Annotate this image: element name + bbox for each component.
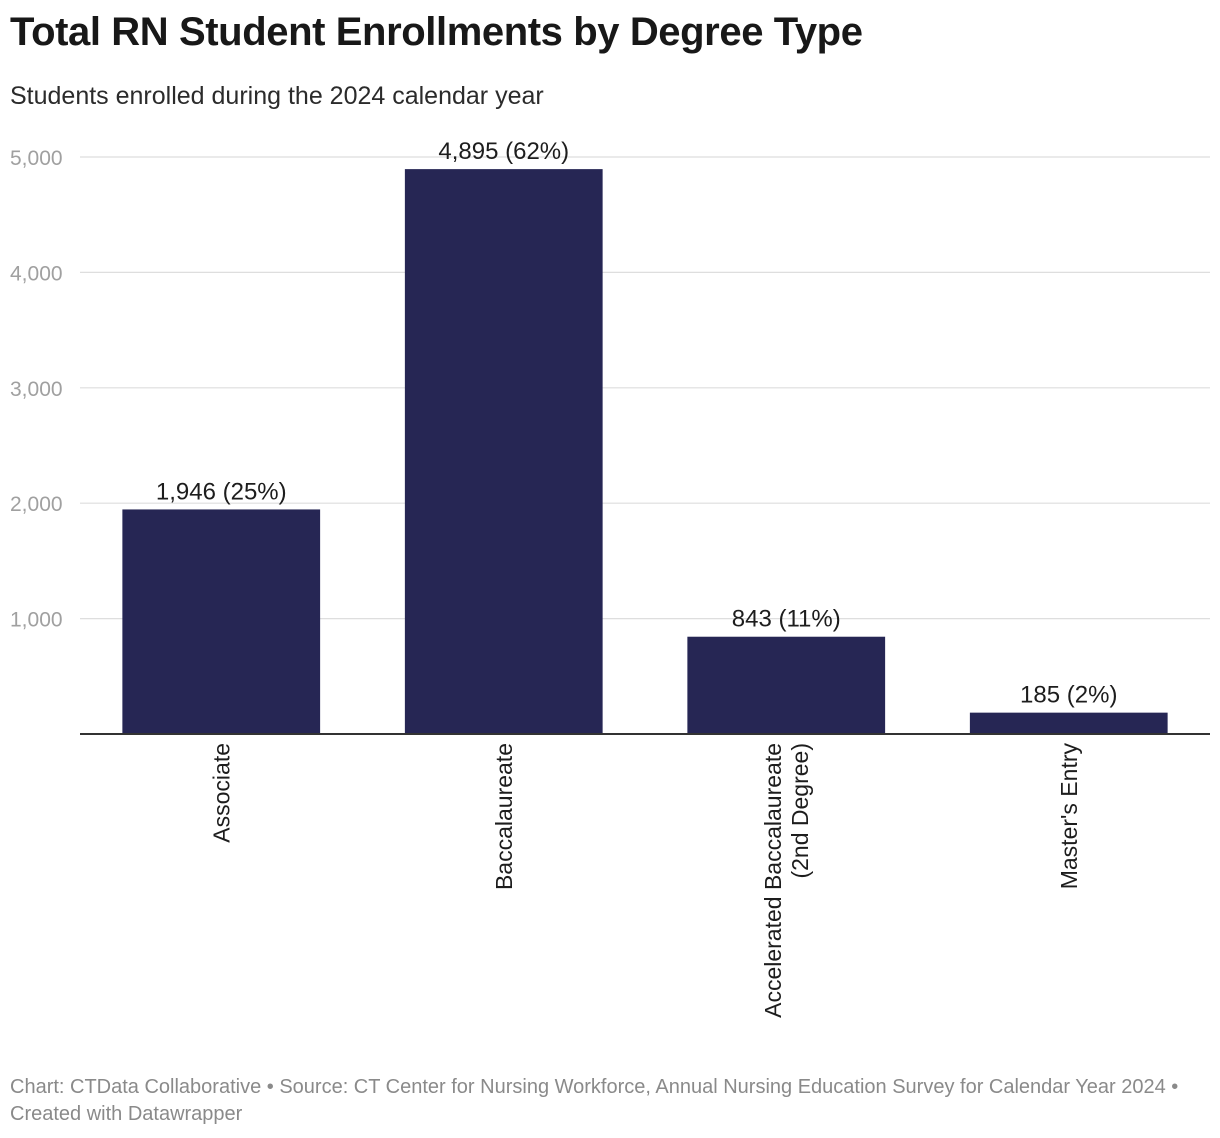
bars: [122, 169, 1168, 734]
chart-subtitle: Students enrolled during the 2024 calend…: [10, 82, 544, 110]
x-axis: Associate Baccalaureate Accelerated Baccal…: [80, 733, 1210, 1018]
chart-title: Total RN Student Enrollments by Degree T…: [10, 10, 863, 54]
data-label: 4,895 (62%): [438, 138, 569, 165]
x-tick-label: Accelerated Baccalaureate: [760, 743, 786, 1018]
y-tick-label: 4,000: [10, 262, 63, 285]
x-tick-label: Associate: [208, 743, 234, 843]
data-label: 843 (11%): [732, 606, 841, 633]
x-tick-label: (2nd Degree): [787, 743, 813, 879]
data-labels: 1,946 (25%) 4,895 (62%) 843 (11%) 185 (2%): [156, 138, 1118, 709]
data-label: 185 (2%): [1020, 682, 1117, 709]
data-label: 1,946 (25%): [156, 478, 287, 505]
chart-footer: Chart: CTData Collaborative • Source: CT…: [10, 1076, 1179, 1125]
bar: [687, 636, 886, 734]
bar: [122, 509, 321, 734]
bar: [969, 712, 1168, 734]
y-tick-label: 2,000: [10, 493, 63, 516]
bar-chart: 1,000 2,000 3,000 4,000 5,000 1,946 (25%) 4,8…: [10, 138, 1210, 1018]
y-tick-label: 5,000: [10, 147, 63, 170]
x-tick-label: Baccalaureate: [491, 743, 517, 890]
gridlines: 1,000 2,000 3,000 4,000 5,000: [10, 147, 1210, 632]
y-tick-label: 1,000: [10, 609, 63, 632]
x-tick-label: Master's Entry: [1056, 743, 1082, 890]
bar: [404, 169, 603, 734]
y-tick-label: 3,000: [10, 378, 63, 401]
